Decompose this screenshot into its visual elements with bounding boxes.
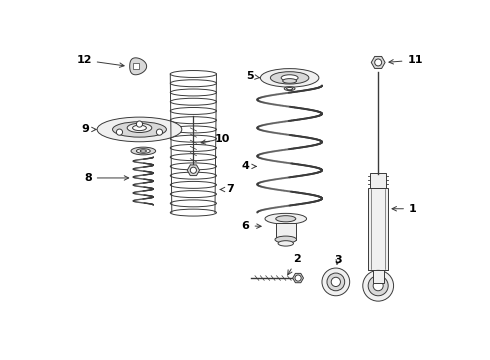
Ellipse shape (270, 72, 309, 84)
Text: 2: 2 (288, 254, 301, 275)
Text: 1: 1 (392, 204, 416, 214)
Ellipse shape (260, 69, 319, 87)
Polygon shape (132, 63, 139, 69)
Text: 7: 7 (220, 184, 234, 194)
Ellipse shape (275, 236, 296, 243)
Text: 4: 4 (242, 161, 256, 171)
Text: 6: 6 (242, 221, 261, 231)
Ellipse shape (140, 150, 147, 152)
Text: 8: 8 (84, 173, 129, 183)
FancyBboxPatch shape (368, 188, 388, 270)
Text: 10: 10 (201, 134, 230, 144)
Polygon shape (130, 58, 147, 75)
Text: 5: 5 (246, 71, 259, 81)
FancyBboxPatch shape (373, 270, 384, 283)
Ellipse shape (131, 147, 156, 155)
Polygon shape (293, 273, 303, 283)
Ellipse shape (281, 75, 298, 81)
Ellipse shape (136, 149, 150, 153)
Ellipse shape (363, 270, 393, 301)
FancyBboxPatch shape (370, 172, 386, 188)
Ellipse shape (97, 117, 182, 142)
Circle shape (190, 167, 196, 173)
Polygon shape (371, 57, 385, 68)
Circle shape (136, 121, 143, 127)
FancyBboxPatch shape (276, 222, 296, 239)
Ellipse shape (331, 277, 341, 287)
Ellipse shape (127, 123, 152, 132)
Circle shape (295, 275, 301, 281)
Ellipse shape (373, 281, 383, 291)
Circle shape (117, 129, 122, 135)
Ellipse shape (287, 87, 293, 90)
Ellipse shape (284, 87, 295, 91)
Ellipse shape (265, 213, 307, 224)
Ellipse shape (113, 122, 167, 137)
Ellipse shape (283, 78, 296, 83)
Ellipse shape (327, 273, 344, 291)
Text: 9: 9 (81, 125, 96, 134)
Ellipse shape (132, 125, 147, 131)
Text: 12: 12 (76, 55, 124, 67)
Ellipse shape (276, 216, 296, 222)
Text: 11: 11 (389, 55, 423, 65)
Ellipse shape (322, 268, 350, 296)
Ellipse shape (278, 241, 294, 246)
Circle shape (375, 59, 382, 66)
Polygon shape (187, 165, 199, 176)
Circle shape (156, 129, 163, 135)
Text: 3: 3 (334, 255, 342, 265)
Ellipse shape (368, 276, 388, 296)
